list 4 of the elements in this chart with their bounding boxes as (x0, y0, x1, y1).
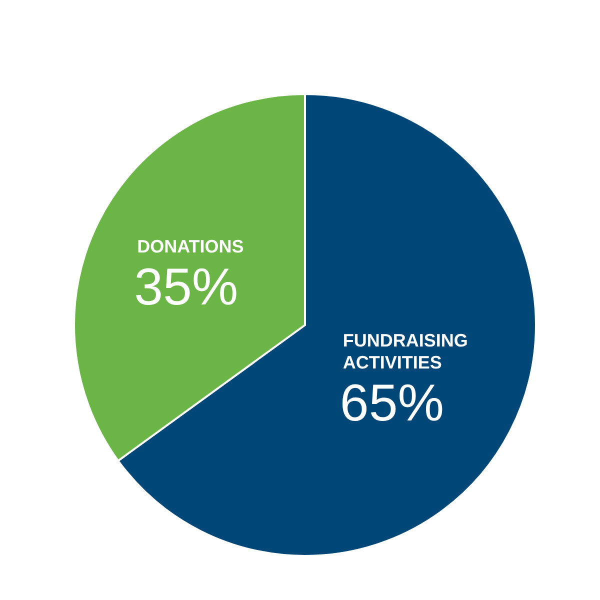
data-label: 35% (134, 258, 238, 317)
slice-label: DONATIONS (137, 236, 244, 257)
data-label: 65% (340, 374, 444, 432)
slice-label: FUNDRAISING ACTIVITIES (342, 330, 468, 372)
